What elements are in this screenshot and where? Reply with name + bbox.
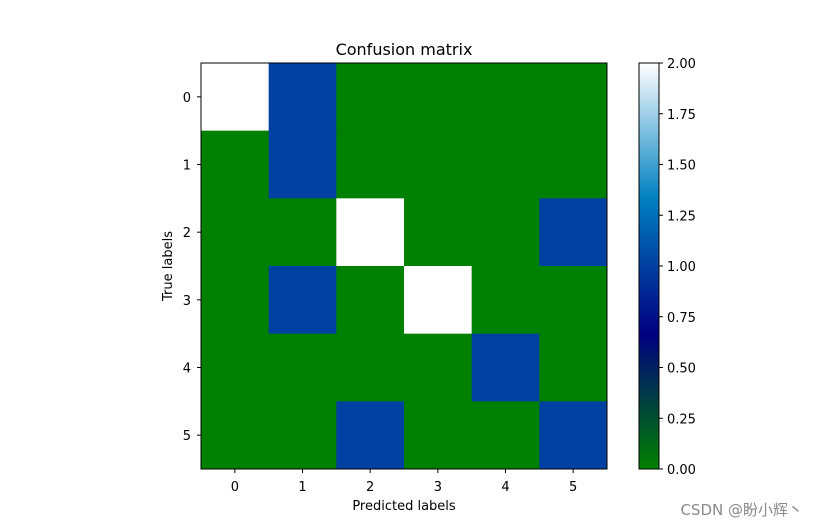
x-tick-label: 5 <box>569 480 577 495</box>
heatmap-cell <box>539 63 608 132</box>
heatmap-cell <box>336 266 405 335</box>
colorbar-tick-label: 1.75 <box>667 108 696 123</box>
heatmap-cell <box>336 63 405 132</box>
colorbar-tick-label: 1.25 <box>667 209 696 224</box>
colorbar <box>638 62 660 470</box>
heatmap-cell <box>539 266 608 335</box>
heatmap-cell <box>268 401 337 470</box>
x-tick-label: 3 <box>434 480 442 495</box>
y-axis: 0 1 2 3 4 5 <box>183 91 201 444</box>
heatmap-cell <box>336 130 405 199</box>
heatmap-cell <box>336 198 405 267</box>
heatmap-cell <box>471 333 540 402</box>
x-axis: 0 1 2 3 4 5 <box>231 469 577 495</box>
heatmap-cell <box>336 333 405 402</box>
y-tick-label: 2 <box>183 226 191 241</box>
colorbar-tick-label: 0.25 <box>667 412 696 427</box>
heatmap-cell <box>539 130 608 199</box>
heatmap-cell <box>201 198 270 267</box>
heatmap-cell <box>268 266 337 335</box>
heatmap-cell <box>404 333 473 402</box>
y-tick-label: 0 <box>183 91 191 106</box>
colorbar-tick-label: 2.00 <box>667 57 696 72</box>
heatmap-cell <box>539 333 608 402</box>
heatmap-cell <box>201 266 270 335</box>
y-tick-label: 1 <box>183 159 191 174</box>
heatmap-cell <box>268 333 337 402</box>
y-tick-label: 3 <box>183 294 191 309</box>
watermark: CSDN @盼小辉丶 <box>680 501 803 519</box>
heatmap-cell <box>471 63 540 132</box>
heatmap-cell <box>404 198 473 267</box>
heatmap-cell <box>539 401 608 470</box>
heatmap-cell <box>268 198 337 267</box>
heatmap-cell <box>471 266 540 335</box>
heatmap-cell <box>336 401 405 470</box>
heatmap-cell <box>201 401 270 470</box>
colorbar-axis: 0.00 0.25 0.50 0.75 1.00 1.25 1.50 1.75 2.00 <box>659 57 696 478</box>
heatmap-cell <box>471 198 540 267</box>
colorbar-tick-label: 0.00 <box>667 463 696 478</box>
heatmap-cell <box>404 63 473 132</box>
heatmap-cell <box>268 130 337 199</box>
heatmap-cell <box>471 401 540 470</box>
y-tick-label: 5 <box>183 429 191 444</box>
chart-title: Confusion matrix <box>336 40 473 59</box>
heatmap-cell <box>201 333 270 402</box>
colorbar-tick-label: 1.00 <box>667 260 696 275</box>
colorbar-tick-label: 1.50 <box>667 159 696 174</box>
heatmap-cell <box>471 130 540 199</box>
heatmap-cells <box>201 63 608 470</box>
heatmap-cell <box>201 130 270 199</box>
x-tick-label: 0 <box>231 480 239 495</box>
x-tick-label: 1 <box>298 480 306 495</box>
x-tick-label: 4 <box>501 480 509 495</box>
heatmap-cell <box>268 63 337 132</box>
heatmap-cell <box>404 401 473 470</box>
x-axis-label: Predicted labels <box>352 499 456 514</box>
y-tick-label: 4 <box>183 362 191 377</box>
y-axis-label: True labels <box>161 231 176 302</box>
plot-frame <box>200 62 608 470</box>
heatmap-cell <box>539 198 608 267</box>
colorbar-tick-label: 0.50 <box>667 362 696 377</box>
heatmap-cell <box>201 63 270 132</box>
colorbar-tick-label: 0.75 <box>667 311 696 326</box>
x-tick-label: 2 <box>366 480 374 495</box>
heatmap-cell <box>404 130 473 199</box>
heatmap-cell <box>404 266 473 335</box>
